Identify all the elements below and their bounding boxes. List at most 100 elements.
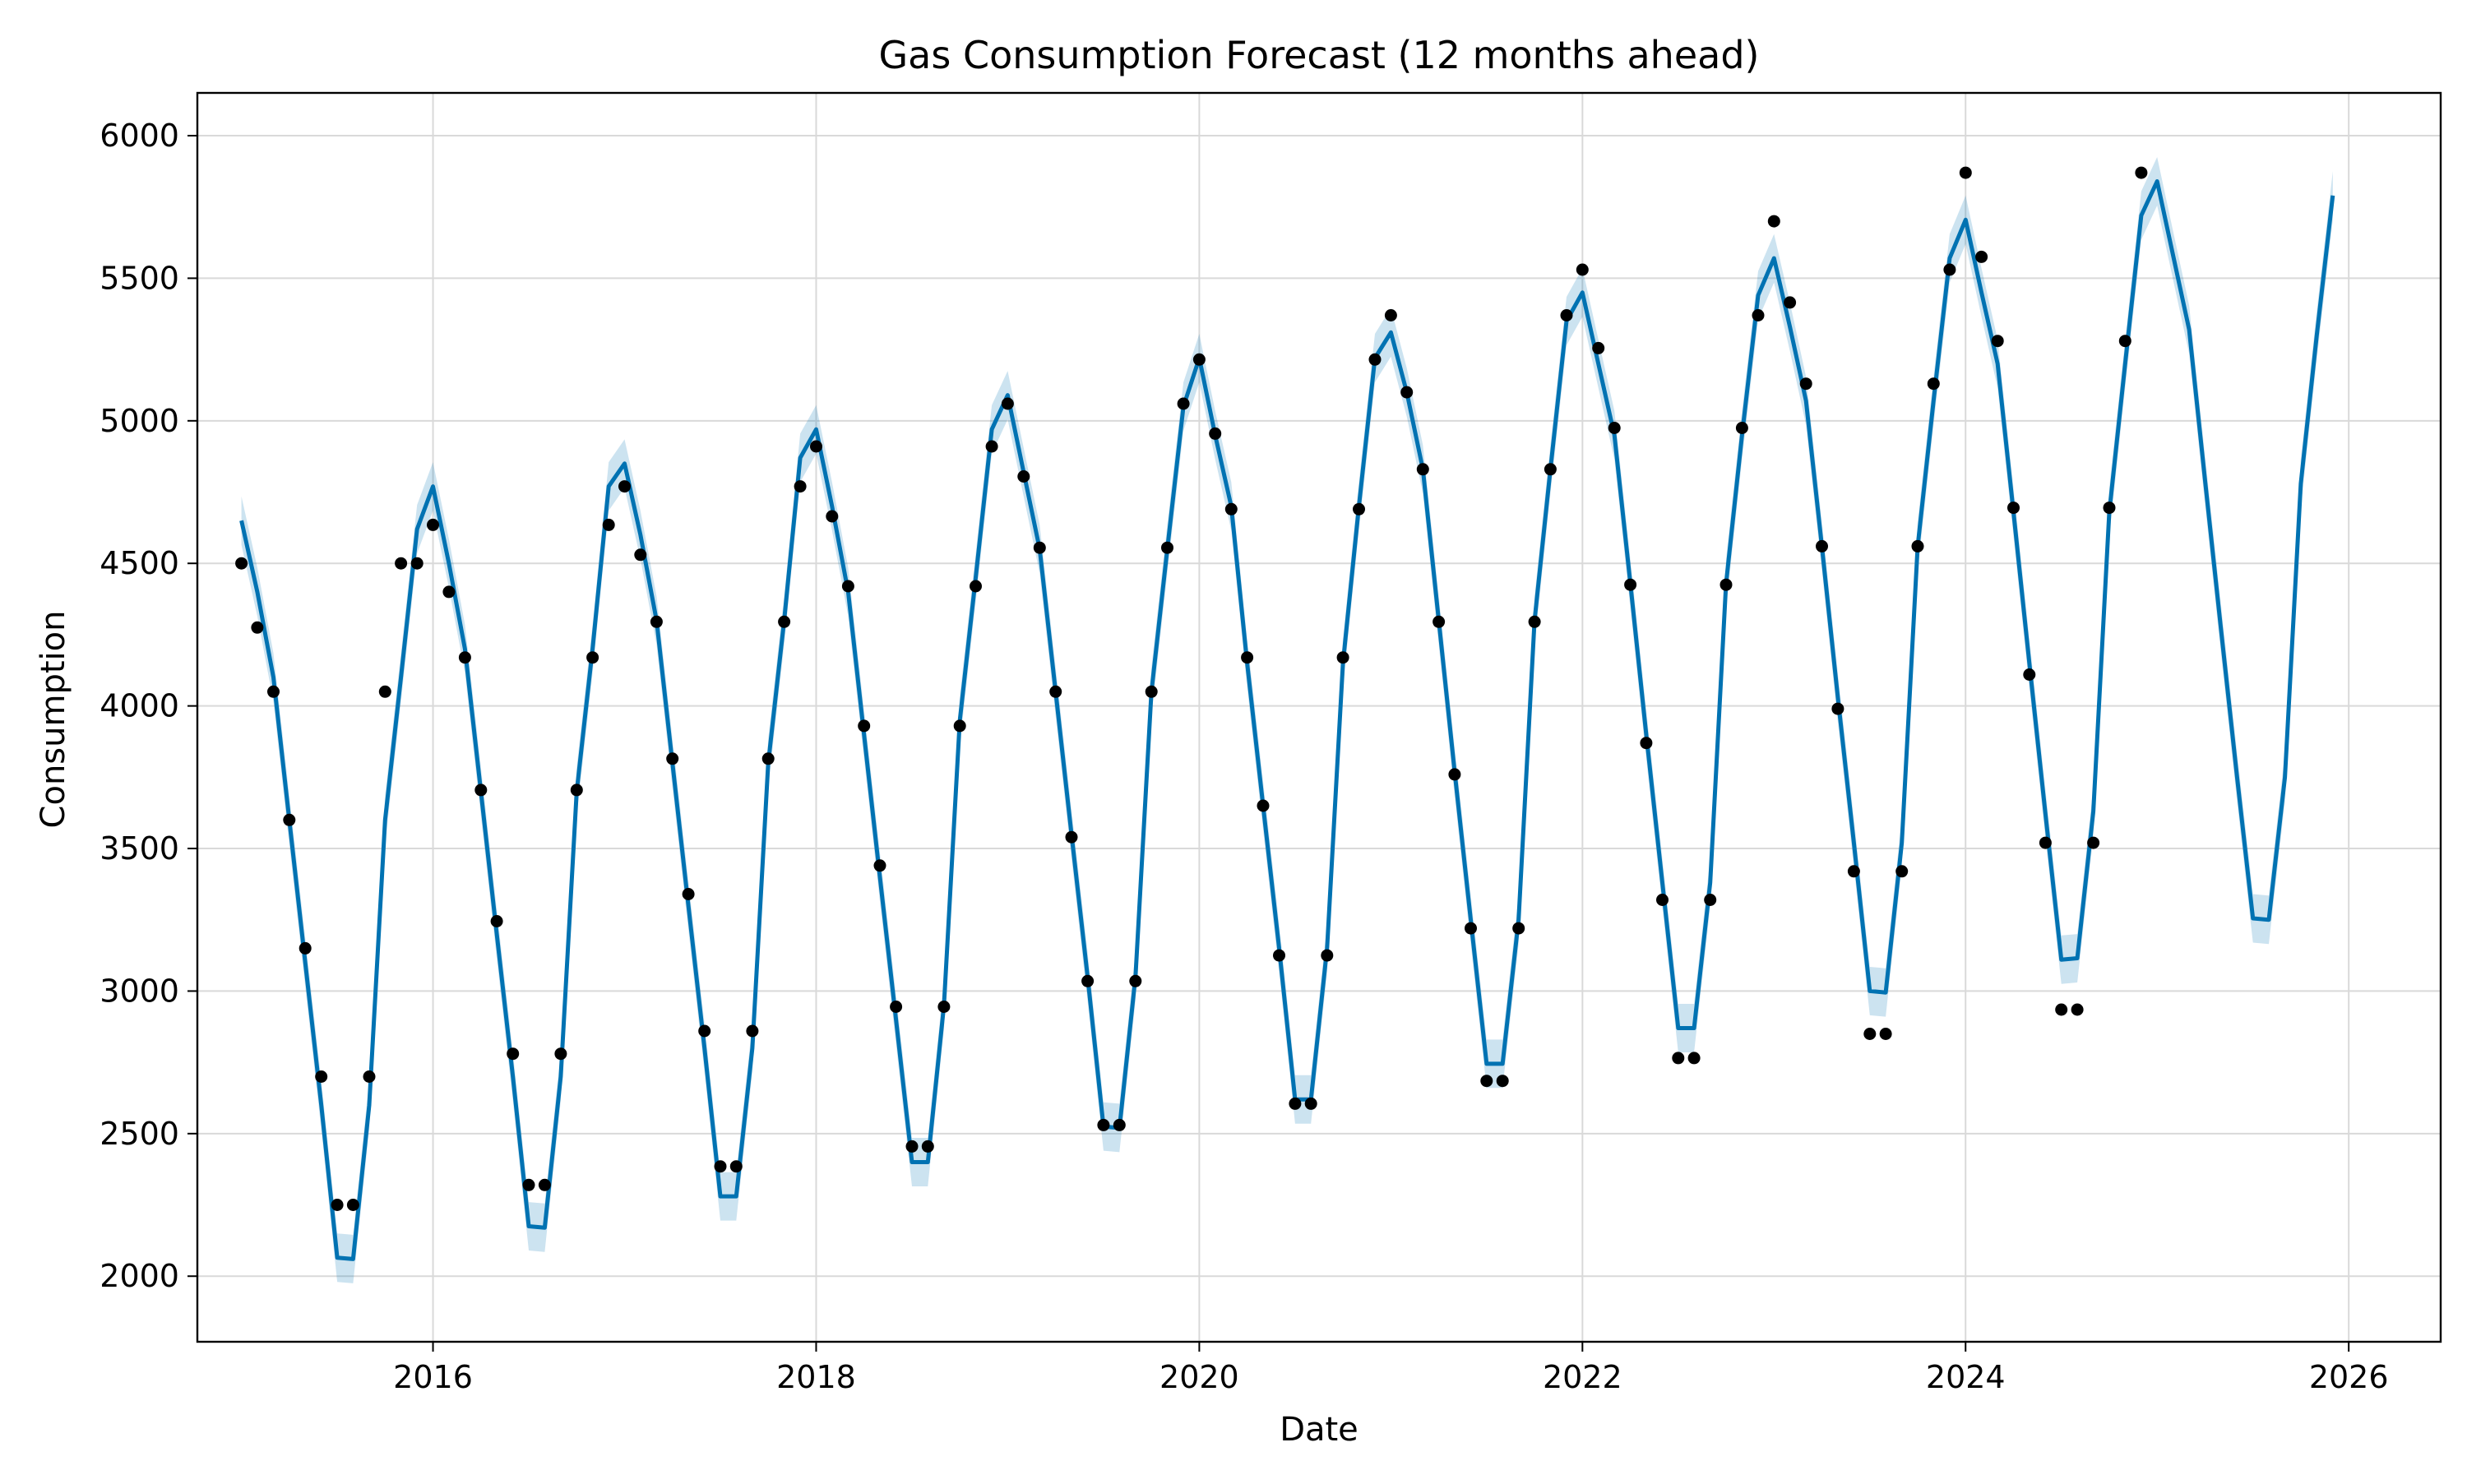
observed-point	[570, 784, 583, 797]
observed-point	[1831, 702, 1844, 715]
forecast-line	[239, 179, 2335, 1261]
observed-point	[490, 915, 503, 927]
observed-point	[602, 518, 615, 531]
observed-point	[1847, 865, 1860, 878]
observed-point	[1767, 215, 1780, 228]
observed-point	[634, 548, 647, 562]
observed-point	[1544, 463, 1557, 476]
observed-point	[1273, 949, 1285, 962]
observed-point	[1321, 949, 1334, 962]
observed-point	[1560, 309, 1573, 321]
observed-point	[1895, 865, 1909, 878]
y-axis-label: Consumption	[35, 611, 72, 829]
observed-point	[650, 615, 663, 628]
observed-point	[1704, 894, 1717, 906]
observed-point	[474, 784, 488, 797]
observed-point	[2071, 1003, 2084, 1016]
observed-point	[1465, 922, 1477, 935]
observed-point	[1656, 894, 1669, 906]
y-tick-label: 4500	[100, 545, 179, 581]
y-tick-label: 5000	[100, 403, 179, 439]
observed-point	[761, 752, 775, 765]
observed-point	[2055, 1003, 2068, 1016]
y-tick-label: 3000	[100, 973, 179, 1009]
observed-point	[363, 1070, 376, 1083]
observed-point	[1799, 377, 1812, 391]
observed-point	[905, 1140, 919, 1153]
observed-point	[235, 557, 248, 570]
forecast-line-layer	[239, 179, 2335, 1261]
observed-point	[1129, 974, 1142, 987]
observed-point	[1209, 427, 1222, 440]
x-tick-label: 2020	[1159, 1359, 1239, 1395]
observed-point	[1496, 1075, 1509, 1088]
observed-point	[346, 1199, 359, 1211]
observed-point	[2023, 668, 2036, 681]
observed-point	[1368, 353, 1382, 366]
grid-lines	[197, 93, 2441, 1342]
observed-point	[1097, 1118, 1110, 1131]
x-tick-label: 2016	[393, 1359, 473, 1395]
observed-point	[2087, 836, 2100, 849]
observed-point	[1975, 250, 1988, 263]
observed-point	[1033, 541, 1046, 554]
observed-point	[410, 557, 424, 570]
y-tick-label: 2500	[100, 1116, 179, 1152]
observed-point	[1991, 335, 2004, 348]
observed-point	[985, 440, 998, 453]
observed-point	[1113, 1118, 1126, 1131]
y-tick-label: 3500	[100, 830, 179, 867]
observed-point	[698, 1024, 711, 1038]
observed-points-layer	[235, 166, 2148, 1211]
observed-point	[1640, 737, 1653, 750]
observed-point	[890, 1001, 903, 1013]
observed-point	[873, 859, 886, 872]
observed-point	[1161, 541, 1173, 554]
observed-point	[618, 480, 631, 493]
observed-point	[1192, 353, 1206, 366]
observed-point	[666, 752, 679, 765]
observed-point	[1576, 263, 1589, 276]
observed-point	[1592, 341, 1605, 354]
observed-point	[1943, 263, 1956, 276]
y-tick-label: 6000	[100, 118, 179, 154]
observed-point	[1224, 502, 1238, 515]
observed-point	[554, 1047, 567, 1061]
observed-point	[778, 615, 791, 628]
observed-point	[1289, 1097, 1302, 1110]
observed-point	[458, 651, 471, 664]
observed-point	[427, 518, 439, 531]
observed-point	[2103, 502, 2116, 515]
observed-point	[2039, 836, 2052, 849]
observed-point	[1257, 799, 1270, 812]
observed-point	[1480, 1075, 1493, 1088]
observed-point	[1241, 651, 1254, 664]
observed-point	[2118, 335, 2131, 348]
observed-point	[331, 1199, 344, 1211]
observed-point	[1304, 1097, 1317, 1110]
observed-point	[682, 888, 695, 900]
observed-point	[1353, 502, 1365, 515]
observed-point	[267, 685, 280, 698]
observed-point	[1081, 974, 1095, 987]
observed-point	[1145, 685, 1158, 698]
plot-frame	[196, 91, 2442, 1343]
observed-point	[1001, 397, 1014, 410]
observed-point	[1879, 1028, 1892, 1040]
x-tick-label: 2018	[776, 1359, 856, 1395]
observed-point	[1608, 422, 1621, 434]
observed-point	[1719, 578, 1733, 591]
y-tick-label: 5500	[100, 260, 179, 296]
observed-point	[442, 585, 456, 599]
observed-point	[1384, 309, 1397, 321]
observed-point	[299, 941, 312, 955]
observed-point	[970, 580, 982, 593]
observed-point	[378, 685, 391, 698]
observed-point	[1687, 1052, 1701, 1065]
y-tick-label: 2000	[100, 1258, 179, 1294]
observed-point	[810, 440, 822, 453]
observed-point	[714, 1160, 727, 1173]
observed-point	[1528, 615, 1541, 628]
